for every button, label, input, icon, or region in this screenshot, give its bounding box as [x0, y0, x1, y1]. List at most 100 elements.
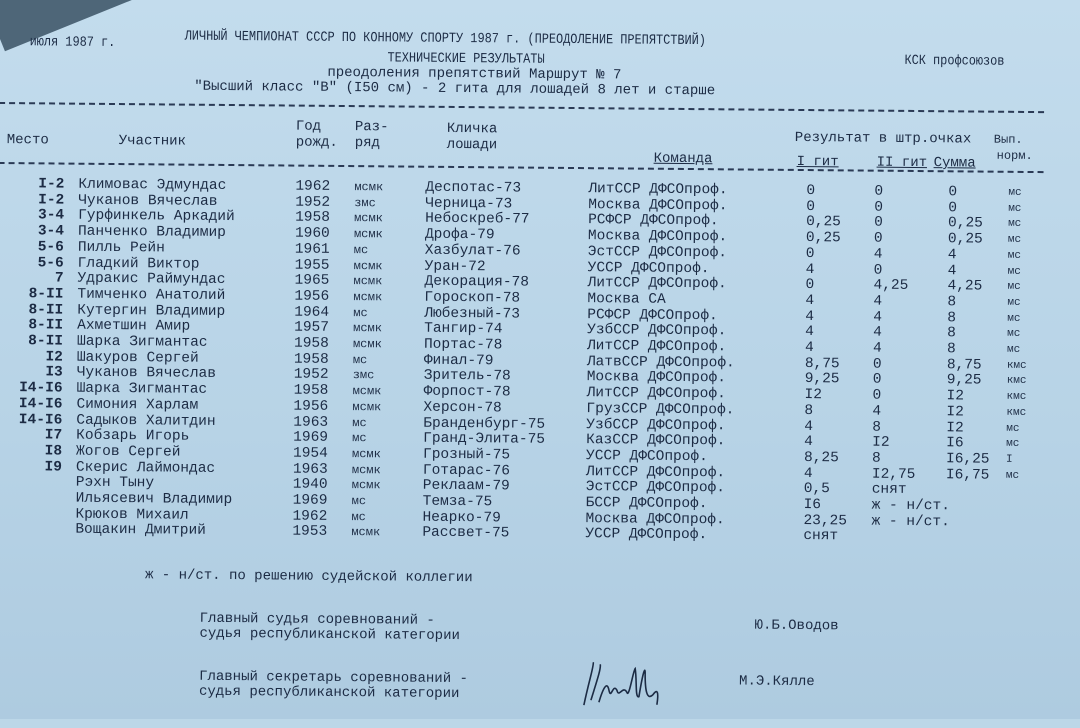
cell-name: Кутергин Владимир: [77, 303, 225, 319]
col-year: Год: [296, 120, 321, 135]
col-horse-2: лошади: [447, 138, 498, 153]
cell-year: 1962: [292, 509, 327, 524]
cell-g2: 0: [873, 373, 882, 388]
cell-g2: 4: [873, 295, 882, 310]
venue: КСК профсоюзов: [904, 54, 1004, 70]
cell-norm: кмс: [1007, 390, 1027, 405]
cell-place: 7: [12, 271, 64, 286]
cell-norm: мс: [1006, 468, 1019, 483]
cell-norm: мс: [1008, 217, 1021, 232]
cell-norm: мс: [1006, 437, 1019, 452]
cell-g2: 8: [872, 420, 881, 435]
col-norm: Вып.: [994, 133, 1023, 148]
cell-g1: 0: [806, 184, 815, 199]
cell-g1: 4: [805, 341, 814, 356]
cell-rank: мсмк: [354, 211, 383, 226]
cell-name: Вощакин Дмитрий: [75, 523, 206, 539]
cell-horse: Тангир-74: [424, 322, 502, 338]
cell-rank: мс: [351, 510, 366, 525]
cell-norm: мс: [1008, 201, 1021, 216]
cell-g2: 0: [874, 200, 883, 215]
cell-team: РСФСР ДФСОпроф.: [588, 214, 719, 230]
cell-year: 1963: [293, 462, 328, 477]
cell-year: 1969: [293, 431, 328, 446]
cell-norm: I: [1006, 453, 1013, 468]
cell-place: 5-6: [12, 240, 64, 255]
col-norm-2: норм.: [997, 149, 1033, 164]
cell-rank: мсмк: [352, 463, 381, 478]
cell-team: Москва ДФСОпроф.: [588, 229, 727, 245]
cell-name: Гладкий Виктор: [78, 256, 200, 272]
cell-team: УССР ДФСОпроф.: [588, 261, 710, 277]
cell-sum: 8: [947, 311, 956, 326]
cell-g2: 0: [874, 216, 883, 231]
cell-rank: мсмк: [353, 384, 382, 399]
cell-name: Шакуров Сергей: [77, 350, 199, 366]
cell-name: Скерис Лаймондас: [76, 460, 215, 476]
cell-rank: мс: [352, 431, 367, 446]
cell-rank: мсмк: [353, 290, 382, 305]
cell-norm: мс: [1008, 186, 1021, 201]
cell-team: ЛатвССР ДФСОпроф.: [587, 355, 735, 371]
cell-horse: Декорация-78: [424, 275, 529, 291]
cell-norm: мс: [1008, 233, 1021, 248]
cell-sum: I2: [946, 421, 964, 436]
col-sum: Сумма: [934, 156, 976, 171]
cell-rank: мсмк: [353, 274, 382, 289]
cell-name: Чуканов Вячеслав: [77, 366, 216, 382]
cell-norm: мс: [1006, 421, 1019, 436]
cell-year: 1965: [294, 274, 329, 289]
cell-rank: мсмк: [351, 525, 380, 540]
cell-year: 1955: [295, 258, 330, 273]
cell-year: 1958: [294, 352, 329, 367]
cell-horse: Деспотас-73: [425, 181, 521, 197]
class-description: "Высший класс "В" (I50 см) - 2 гита для …: [194, 80, 715, 100]
cell-name: Климовас Эдмундас: [78, 178, 226, 194]
cell-norm: мс: [1007, 311, 1020, 326]
divider: [0, 102, 1044, 113]
col-year-2: рожд.: [296, 136, 338, 151]
cell-place: I4-I6: [10, 397, 62, 412]
cell-sum: 4: [948, 248, 957, 263]
cell-horse: Зритель-78: [424, 369, 511, 385]
cell-year: 1940: [293, 478, 328, 493]
cell-name: Ильясевич Владимир: [76, 492, 233, 508]
cell-g2: 0: [873, 389, 882, 404]
cell-rank: мс: [352, 416, 367, 431]
cell-g1: I6: [804, 498, 822, 513]
cell-name: Шарка Зигмантас: [77, 335, 208, 351]
cell-rank: мс: [352, 494, 367, 509]
cell-place: I8: [10, 444, 62, 459]
cell-place: I4-I6: [11, 381, 63, 396]
cell-horse: Готарас-76: [423, 463, 510, 479]
cell-team: ЛитССР ДФСОпроф.: [587, 276, 726, 292]
cell-horse: Темза-75: [423, 495, 493, 511]
cell-norm: мс: [1008, 264, 1021, 279]
cell-g1: 4: [804, 435, 813, 450]
cell-horse: Гороскоп-78: [424, 291, 520, 307]
cell-name: Симония Харлам: [76, 397, 198, 413]
cell-sum: I2: [946, 405, 964, 420]
cell-year: 1964: [294, 305, 329, 320]
cell-name: Кобзарь Игорь: [76, 429, 189, 445]
cell-team: УзбССР ДФСОпроф.: [586, 418, 725, 434]
cell-g2: снят: [872, 483, 907, 498]
cell-year: 1957: [294, 321, 329, 336]
cell-sum: 8: [947, 342, 956, 357]
cell-rank: мсмк: [353, 321, 382, 336]
championship-title: ЛИЧНЫЙ ЧЕМПИОНАТ СССР ПО КОННОМУ СПОРТУ …: [185, 30, 706, 50]
cell-team: БССР ДФСОпроф.: [586, 496, 708, 512]
cell-sum: I6,25: [946, 452, 990, 467]
cell-year: 1969: [293, 494, 328, 509]
cell-g1: 9,25: [805, 372, 840, 387]
cell-sum: 0: [948, 201, 957, 216]
cell-rank: мсмк: [352, 447, 381, 462]
cell-horse: Любезный-73: [424, 306, 520, 322]
col-rank-2: ряд: [355, 136, 380, 151]
cell-horse: Дрофа-79: [425, 228, 495, 244]
cell-team: ЛитССР ДФСОпроф.: [586, 465, 725, 481]
cell-horse: Уран-72: [425, 259, 486, 275]
cell-year: 1960: [295, 227, 330, 242]
cell-team: Москва ДФСОпроф.: [585, 512, 724, 528]
